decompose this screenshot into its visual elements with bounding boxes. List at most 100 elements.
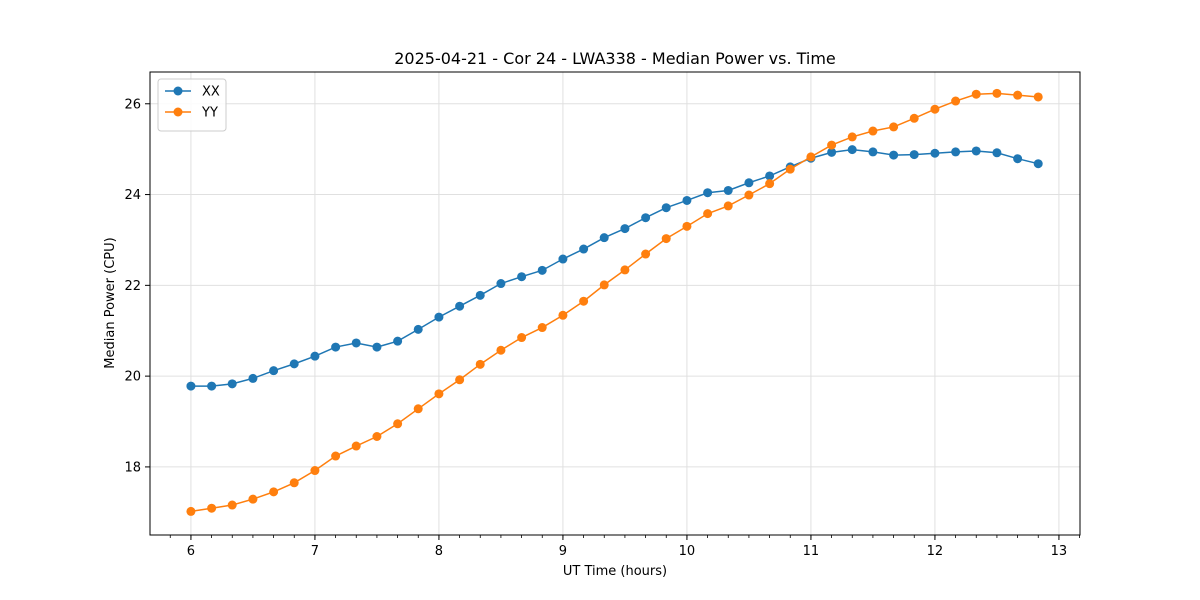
data-point-yy <box>785 164 795 174</box>
data-point-xx <box>413 324 423 334</box>
data-point-xx <box>475 290 485 300</box>
data-point-xx <box>537 265 547 275</box>
data-point-yy <box>579 296 589 306</box>
data-point-yy <box>351 441 361 451</box>
data-point-xx <box>847 145 857 155</box>
data-point-xx <box>971 146 981 156</box>
legend-marker-yy <box>173 107 183 117</box>
data-point-yy <box>744 190 754 200</box>
data-point-yy <box>641 249 651 259</box>
data-point-yy <box>269 487 279 497</box>
data-point-xx <box>682 195 692 205</box>
data-point-yy <box>930 104 940 114</box>
data-point-xx <box>434 312 444 322</box>
y-tick-label: 18 <box>124 460 141 475</box>
x-tick-label: 10 <box>679 544 696 559</box>
data-point-yy <box>599 280 609 290</box>
data-point-yy <box>289 478 299 488</box>
data-point-xx <box>269 366 279 376</box>
x-tick-label: 12 <box>927 544 944 559</box>
data-point-yy <box>475 359 485 369</box>
data-point-yy <box>496 345 506 355</box>
data-point-xx <box>723 185 733 195</box>
data-point-yy <box>207 503 217 513</box>
data-point-xx <box>496 279 506 289</box>
data-point-xx <box>455 301 465 311</box>
chart-title: 2025-04-21 - Cor 24 - LWA338 - Median Po… <box>394 49 836 68</box>
x-axis-label: UT Time (hours) <box>563 564 667 579</box>
data-point-xx <box>289 359 299 369</box>
data-point-xx <box>951 147 961 157</box>
data-point-xx <box>331 342 341 352</box>
data-point-xx <box>558 254 568 264</box>
plot-area <box>150 72 1080 535</box>
y-tick-label: 20 <box>124 370 141 385</box>
data-point-yy <box>413 404 423 414</box>
data-point-yy <box>455 375 465 385</box>
data-point-yy <box>827 140 837 150</box>
data-point-yy <box>868 126 878 136</box>
data-point-xx <box>661 203 671 213</box>
data-point-yy <box>806 152 816 162</box>
data-point-yy <box>1033 92 1043 102</box>
data-point-yy <box>537 323 547 333</box>
data-point-yy <box>620 265 630 275</box>
data-point-xx <box>868 147 878 157</box>
legend: XX YY <box>157 78 227 132</box>
y-tick-label: 26 <box>124 97 141 112</box>
data-point-yy <box>248 494 258 504</box>
data-point-xx <box>207 381 217 391</box>
series-layer <box>186 88 1043 516</box>
x-tick-label: 6 <box>187 544 195 559</box>
data-point-yy <box>661 234 671 244</box>
data-point-xx <box>393 336 403 346</box>
data-point-yy <box>517 333 527 343</box>
data-point-xx <box>641 213 651 223</box>
data-point-xx <box>889 150 899 160</box>
data-point-yy <box>310 466 320 476</box>
data-point-xx <box>744 178 754 188</box>
data-point-xx <box>186 381 196 391</box>
data-point-xx <box>372 342 382 352</box>
data-point-yy <box>372 431 382 441</box>
data-point-yy <box>558 310 568 320</box>
data-point-yy <box>331 451 341 461</box>
data-point-xx <box>930 148 940 158</box>
grid-lines <box>150 72 1080 535</box>
data-point-yy <box>1013 90 1023 100</box>
data-point-xx <box>620 224 630 234</box>
data-point-xx <box>310 351 320 361</box>
data-point-yy <box>393 419 403 429</box>
y-axis-label: Median Power (CPU) <box>103 237 118 368</box>
data-point-yy <box>186 506 196 516</box>
data-point-yy <box>847 132 857 142</box>
data-point-yy <box>434 389 444 399</box>
data-point-yy <box>227 500 237 510</box>
data-point-yy <box>992 88 1002 98</box>
data-point-xx <box>765 171 775 181</box>
x-tick-label: 13 <box>1051 544 1068 559</box>
data-point-xx <box>992 148 1002 158</box>
x-tick-label: 11 <box>803 544 820 559</box>
data-point-yy <box>889 122 899 132</box>
data-point-xx <box>351 338 361 348</box>
legend-marker-xx <box>173 86 183 96</box>
data-point-xx <box>1033 159 1043 169</box>
legend-label-xx: XX <box>202 85 220 100</box>
data-point-yy <box>723 201 733 211</box>
x-tick-label: 8 <box>435 544 443 559</box>
x-tick-label: 9 <box>559 544 567 559</box>
data-point-xx <box>827 147 837 157</box>
data-point-xx <box>599 233 609 243</box>
x-axis-ticks: 6 7 8 9 10 11 12 13 <box>169 535 1080 559</box>
data-point-yy <box>682 221 692 231</box>
data-point-yy <box>951 96 961 106</box>
y-tick-label: 24 <box>124 188 141 203</box>
series-yy <box>186 88 1043 516</box>
data-point-xx <box>1013 154 1023 164</box>
data-point-xx <box>909 150 919 160</box>
y-tick-label: 22 <box>124 279 141 294</box>
data-point-xx <box>248 373 258 383</box>
data-point-yy <box>971 89 981 99</box>
